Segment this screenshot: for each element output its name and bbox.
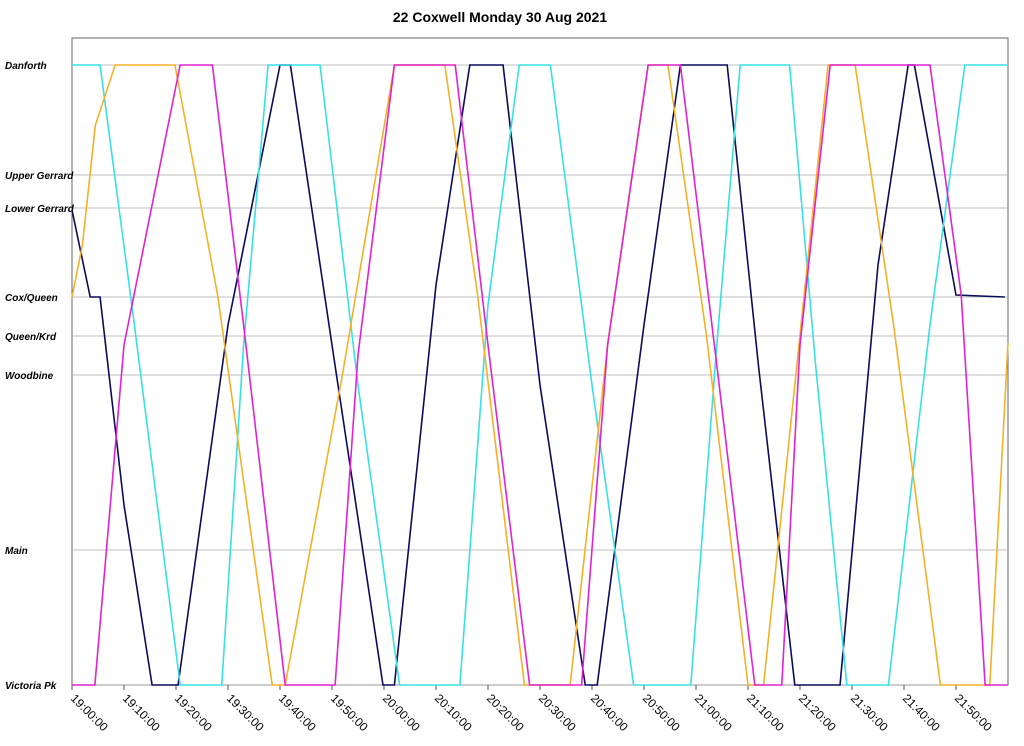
x-tick-label: 19:10:00 (120, 691, 163, 734)
x-tick-label: 21:40:00 (900, 691, 943, 734)
x-tick-label: 21:30:00 (848, 691, 891, 734)
x-tick-label: 19:40:00 (276, 691, 319, 734)
plot-frame (71, 37, 1009, 686)
x-tick-label: 21:00:00 (692, 691, 735, 734)
x-tick-label: 20:20:00 (484, 691, 527, 734)
y-tick-label: Danforth (5, 61, 47, 72)
y-tick-label: Queen/Krd (5, 332, 57, 343)
x-tick-label: 20:00:00 (380, 691, 423, 734)
y-tick-label: Main (5, 546, 28, 557)
x-tick-label: 21:20:00 (796, 691, 839, 734)
x-tick-label: 20:30:00 (536, 691, 579, 734)
x-tick-label: 20:10:00 (432, 691, 475, 734)
x-tick-label: 20:40:00 (588, 691, 631, 734)
series-line (72, 64, 1008, 686)
x-tick-label: 19:50:00 (328, 691, 371, 734)
series-line (72, 64, 1008, 686)
y-tick-label: Victoria Pk (5, 681, 57, 692)
chart-title: 22 Coxwell Monday 30 Aug 2021 (393, 9, 607, 25)
x-tick-label: 19:20:00 (172, 691, 215, 734)
y-tick-label: Lower Gerrard (5, 204, 75, 215)
y-tick-label: Woodbine (5, 371, 54, 382)
x-tick-label: 19:00:00 (68, 691, 111, 734)
x-tick-label: 20:50:00 (640, 691, 683, 734)
y-tick-label: Upper Gerrard (5, 171, 74, 182)
series-line (71, 64, 1005, 686)
x-tick-label: 21:50:00 (952, 691, 995, 734)
y-tick-label: Cox/Queen (5, 293, 58, 304)
x-tick-label: 21:10:00 (744, 691, 787, 734)
x-tick-label: 19:30:00 (224, 691, 267, 734)
